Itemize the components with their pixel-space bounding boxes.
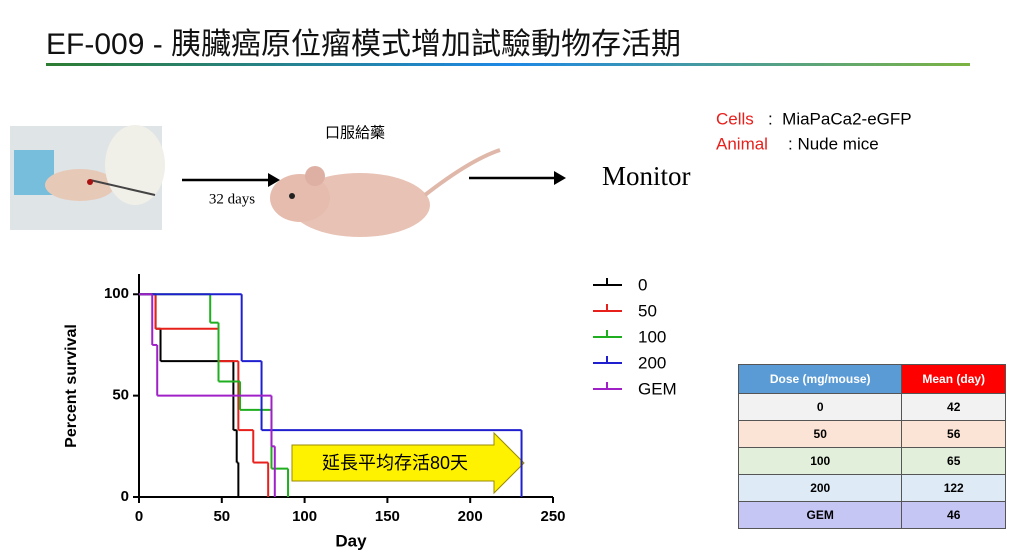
annotation-arrow xyxy=(291,431,525,495)
table-row: 0 42 xyxy=(737,393,1006,421)
animal-label: Animal xyxy=(716,134,768,153)
x-tick-label: 50 xyxy=(213,508,230,525)
table-cell: 42 xyxy=(901,393,1006,421)
y-tick-label: 0 xyxy=(121,488,129,505)
surgery-photo xyxy=(10,125,165,230)
table-header: Dose (mg/mouse) Mean (day) xyxy=(737,364,1006,394)
cells-label: Cells xyxy=(716,109,754,128)
slide-title: EF-009 - 胰臟癌原位瘤模式增加試驗動物存活期 xyxy=(46,28,681,61)
table-row: GEM 46 xyxy=(737,501,1006,529)
table-cell: 200 xyxy=(737,474,903,502)
monitor-label: Monitor xyxy=(602,161,691,191)
mouse-photo xyxy=(270,148,501,237)
arrow-head xyxy=(554,171,566,185)
x-tick-label: 200 xyxy=(458,508,483,525)
animal-value: : Nude mice xyxy=(788,134,879,153)
annotation: 延長平均存活80天 xyxy=(322,453,468,473)
legend-label: 200 xyxy=(638,353,666,372)
x-tick-label: 250 xyxy=(540,508,565,525)
table-cell: 122 xyxy=(901,474,1006,502)
table-cell: 0 xyxy=(737,393,903,421)
y-axis-title: Percent survival xyxy=(63,324,80,448)
arrow-head xyxy=(268,173,280,187)
y-tick-label: 50 xyxy=(112,387,129,404)
legend-label: GEM xyxy=(638,379,677,398)
table-row: 50 56 xyxy=(737,420,1006,448)
x-axis-title: Day xyxy=(335,531,367,550)
summary-table: Dose (mg/mouse) Mean (day) 0 42 50 56 100 65 2… xyxy=(737,364,1006,529)
header-cell: Mean (day) xyxy=(901,364,1006,394)
legend-label: 100 xyxy=(638,327,666,346)
legend-label: 50 xyxy=(638,301,657,320)
header-cell: Dose (mg/mouse) xyxy=(737,364,903,394)
cells-value: : MiaPaCa2-eGFP xyxy=(768,109,912,128)
y-tick-label: 100 xyxy=(104,285,129,302)
title-underline xyxy=(46,63,970,66)
table-cell: 56 xyxy=(901,420,1006,448)
x-tick-label: 100 xyxy=(292,508,317,525)
treatment-label: 口服給藥 xyxy=(325,124,385,141)
interval-label: 32 days xyxy=(209,191,255,207)
table-cell: GEM xyxy=(737,501,903,529)
table-cell: 100 xyxy=(737,447,903,475)
table-cell: 50 xyxy=(737,420,903,448)
x-tick-label: 0 xyxy=(135,508,143,525)
legend-label: 0 xyxy=(638,275,647,294)
table-cell: 65 xyxy=(901,447,1006,475)
table-row: 200 122 xyxy=(737,474,1006,502)
table-cell: 46 xyxy=(901,501,1006,529)
x-tick-label: 150 xyxy=(375,508,400,525)
table-row: 100 65 xyxy=(737,447,1006,475)
